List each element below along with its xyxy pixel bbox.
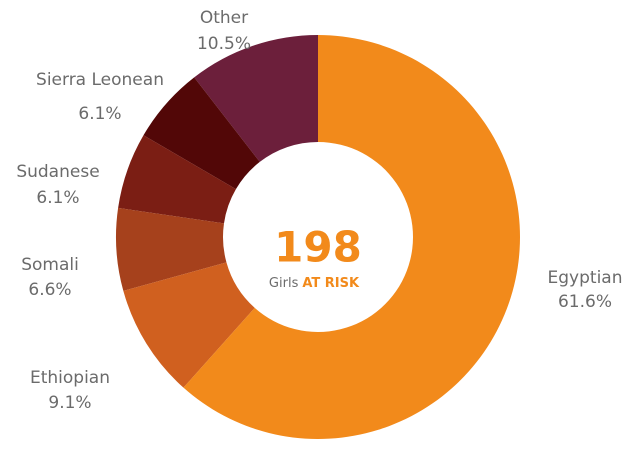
slice	[183, 35, 520, 440]
slice-label: Ethiopian	[30, 368, 110, 388]
center-text-girls: Girls	[269, 276, 299, 291]
slice	[143, 77, 260, 190]
slice	[115, 207, 227, 291]
slice-label: Sierra Leonean	[36, 70, 164, 90]
slice-label: Somali	[21, 255, 79, 275]
slice-value-label: 61.6%	[558, 292, 612, 312]
center-value: 198	[274, 223, 362, 272]
slice-value-label: 9.1%	[48, 393, 91, 413]
slice-label: Egyptian	[548, 268, 623, 288]
slice-value-label: 10.5%	[197, 34, 251, 54]
slice	[123, 262, 255, 388]
center-text-risk: AT RISK	[302, 276, 360, 291]
center-text: Girls AT RISK	[269, 276, 360, 291]
slice-label: Sudanese	[16, 162, 99, 182]
slice	[194, 35, 318, 162]
slice-value-label: 6.1%	[36, 188, 79, 208]
slice-label: Other	[200, 8, 248, 28]
slice-value-label: 6.6%	[28, 280, 71, 300]
slice	[118, 135, 236, 224]
slice-value-label: 6.1%	[78, 104, 121, 124]
